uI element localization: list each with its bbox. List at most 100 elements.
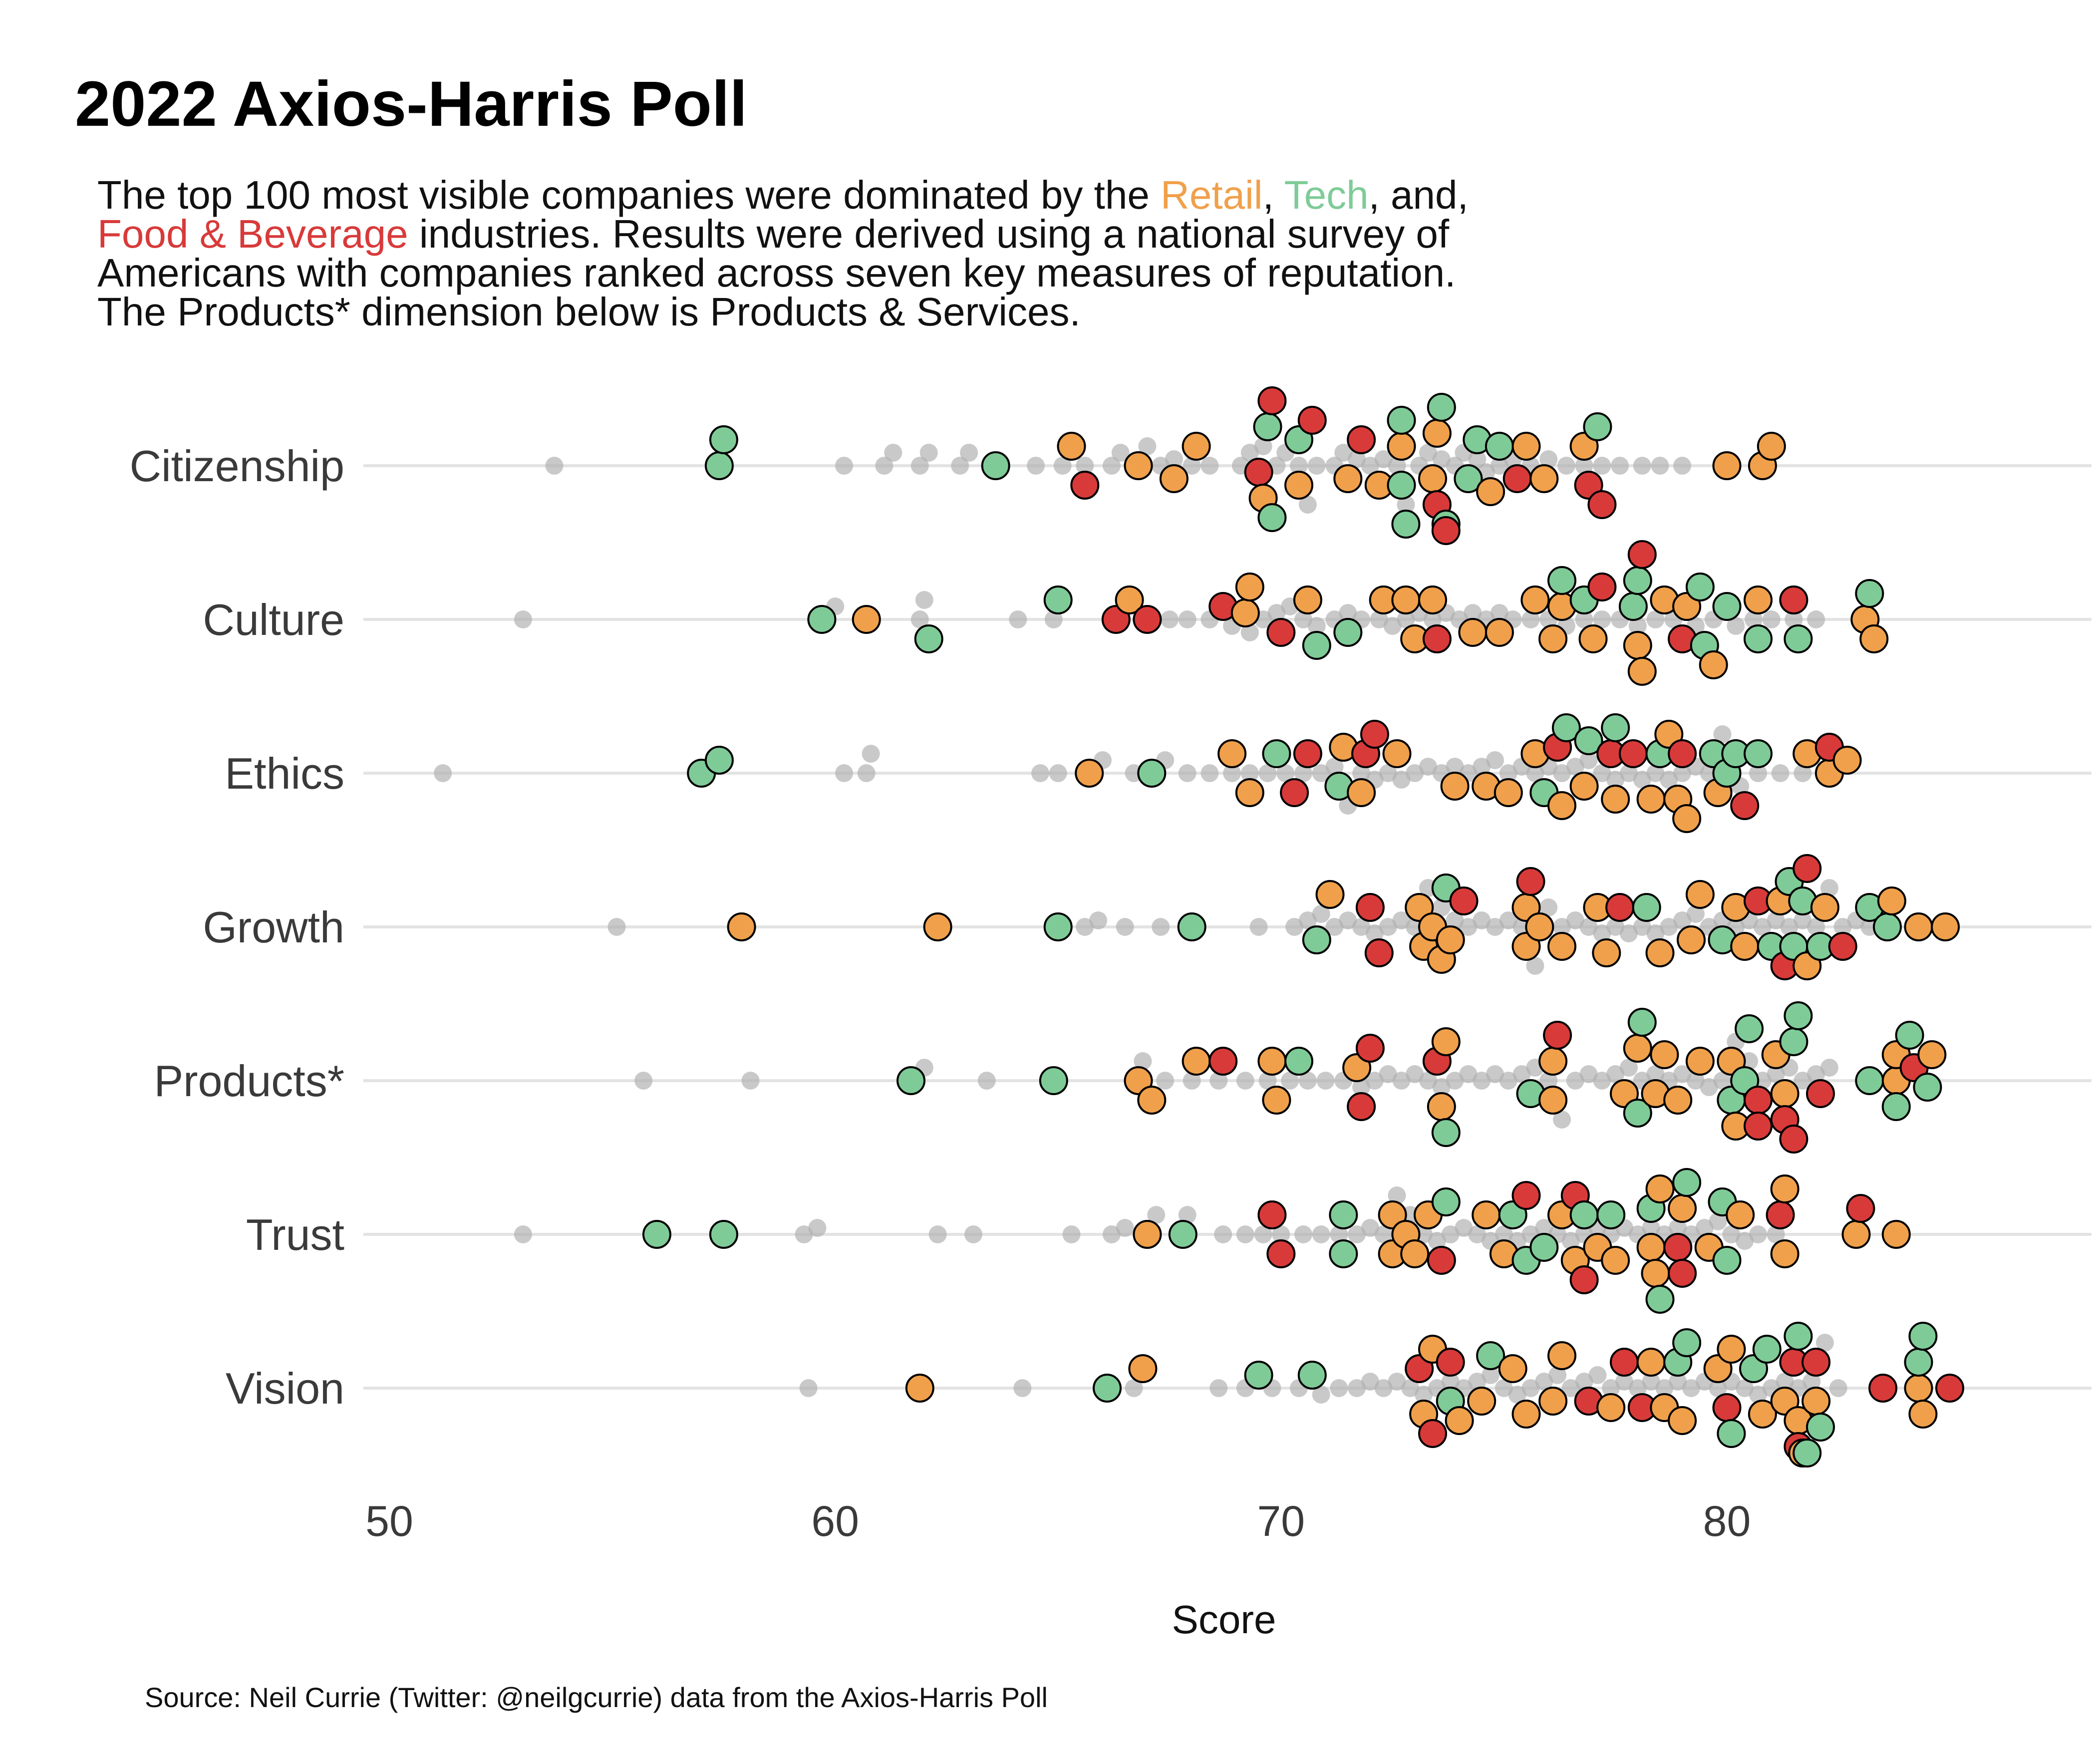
point-other bbox=[1539, 1072, 1558, 1090]
point-retail bbox=[1182, 1047, 1211, 1076]
point-other bbox=[1446, 911, 1464, 929]
point-food bbox=[1257, 386, 1287, 415]
point-other bbox=[1829, 1379, 1847, 1397]
point-other bbox=[1794, 1072, 1812, 1090]
point-tech bbox=[1908, 1322, 1938, 1351]
point-retail bbox=[1485, 618, 1514, 647]
point-other bbox=[1009, 610, 1027, 628]
point-retail bbox=[1645, 938, 1675, 967]
point-tech bbox=[1168, 1220, 1198, 1249]
point-retail bbox=[1431, 1027, 1461, 1056]
point-retail bbox=[1663, 1086, 1693, 1115]
point-tech bbox=[1333, 618, 1363, 647]
point-other bbox=[1240, 623, 1259, 641]
point-other bbox=[1673, 457, 1692, 475]
point-other bbox=[1076, 457, 1094, 475]
point-other bbox=[1267, 604, 1286, 622]
point-other bbox=[1276, 764, 1295, 782]
point-retail bbox=[1257, 1047, 1287, 1076]
point-other bbox=[1254, 437, 1272, 455]
point-other bbox=[1325, 758, 1344, 776]
point-other bbox=[1633, 457, 1651, 475]
point-food bbox=[1806, 1079, 1835, 1108]
point-retail bbox=[1333, 464, 1363, 493]
point-other bbox=[1579, 1065, 1598, 1083]
subtitle-segment: Retail bbox=[1161, 173, 1263, 217]
point-other bbox=[1388, 457, 1406, 475]
point-food bbox=[1828, 932, 1857, 961]
point-other bbox=[1361, 1219, 1379, 1237]
point-other bbox=[1249, 918, 1268, 936]
point-other bbox=[1606, 771, 1625, 789]
point-tech bbox=[1623, 1099, 1652, 1128]
point-tech bbox=[1427, 393, 1456, 422]
point-other bbox=[1406, 1065, 1424, 1083]
point-other bbox=[1593, 610, 1611, 628]
point-other bbox=[1695, 1219, 1714, 1237]
point-other bbox=[1352, 764, 1371, 782]
point-retail bbox=[1881, 1220, 1911, 1249]
point-tech bbox=[1387, 471, 1416, 500]
point-tech bbox=[1784, 1001, 1813, 1030]
point-other bbox=[1602, 1379, 1620, 1397]
point-tech bbox=[1547, 566, 1576, 595]
point-tech bbox=[709, 425, 738, 454]
point-other bbox=[1548, 1366, 1567, 1384]
point-other bbox=[857, 764, 876, 782]
point-other bbox=[1521, 1379, 1540, 1397]
point-other bbox=[1383, 617, 1402, 635]
point-other bbox=[1482, 1366, 1500, 1384]
point-other bbox=[1441, 1225, 1460, 1243]
point-other bbox=[1183, 457, 1201, 475]
point-food bbox=[1627, 540, 1657, 569]
point-tech bbox=[981, 451, 1010, 480]
point-other bbox=[1178, 610, 1197, 628]
source-caption: Source: Neil Currie (Twitter: @neilgcurr… bbox=[145, 1682, 1048, 1713]
subtitle-segment: , and, bbox=[1369, 173, 1469, 217]
point-retail bbox=[1677, 925, 1706, 954]
x-tick-label: 50 bbox=[365, 1497, 413, 1545]
point-tech bbox=[1627, 1008, 1657, 1037]
point-other bbox=[1713, 1072, 1732, 1090]
point-other bbox=[1727, 617, 1745, 635]
point-retail bbox=[1569, 772, 1599, 801]
point-other bbox=[1745, 610, 1763, 628]
point-tech bbox=[1913, 1073, 1942, 1102]
point-retail bbox=[1859, 624, 1889, 653]
point-tech bbox=[709, 1220, 738, 1249]
point-food bbox=[1257, 1200, 1287, 1229]
point-other bbox=[1620, 1059, 1638, 1077]
point-other bbox=[1785, 610, 1803, 628]
category-label: Vision bbox=[226, 1364, 344, 1413]
point-other bbox=[1464, 604, 1482, 622]
point-retail bbox=[1057, 432, 1086, 461]
point-other bbox=[1646, 1065, 1665, 1083]
point-other bbox=[1258, 764, 1277, 782]
point-tech bbox=[914, 624, 943, 653]
point-tech bbox=[1712, 1246, 1742, 1275]
point-other bbox=[1281, 1072, 1299, 1090]
point-other bbox=[1200, 457, 1219, 475]
point-tech bbox=[1043, 585, 1073, 614]
point-retail bbox=[1400, 1239, 1430, 1268]
subtitle-line: The Products* dimension below is Product… bbox=[97, 290, 1081, 334]
point-other bbox=[1815, 1334, 1834, 1352]
point-other bbox=[634, 1072, 653, 1090]
point-other bbox=[1307, 457, 1326, 475]
point-retail bbox=[1133, 1220, 1162, 1249]
point-food bbox=[1070, 471, 1100, 500]
point-retail bbox=[1422, 419, 1452, 448]
point-other bbox=[1339, 604, 1357, 622]
subtitle-segment: The top 100 most visible companies were … bbox=[97, 173, 1161, 217]
point-other bbox=[964, 1225, 982, 1243]
point-other bbox=[1508, 1386, 1526, 1404]
point-other bbox=[1361, 457, 1379, 475]
point-other bbox=[1102, 457, 1121, 475]
point-other bbox=[1575, 1373, 1593, 1391]
point-retail bbox=[1472, 1200, 1501, 1229]
point-retail bbox=[1494, 778, 1523, 807]
point-food bbox=[1801, 1348, 1831, 1377]
chart-subtitle: The top 100 most visible companies were … bbox=[97, 173, 1469, 334]
point-retail bbox=[1498, 1354, 1527, 1383]
